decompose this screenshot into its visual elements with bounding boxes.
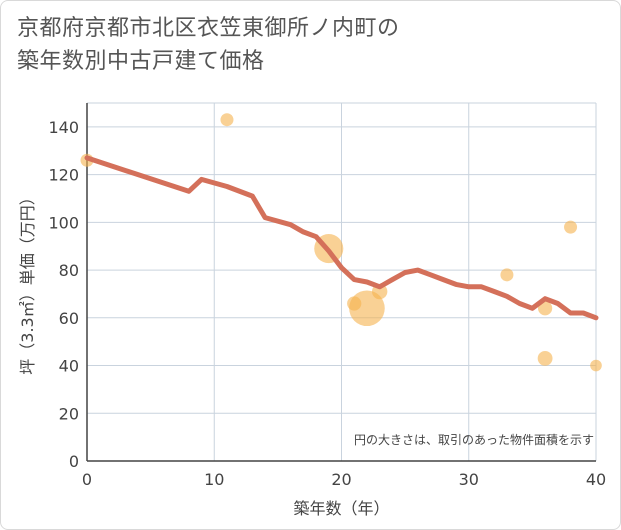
tick-labels: 0 20 40 60 80 100 120 140 0 10 20 30 40 — [48, 118, 606, 489]
x-axis-title: 築年数（年） — [293, 499, 389, 518]
bubble-size-note: 円の大きさは、取引のあった物件面積を示す — [354, 432, 594, 447]
y-tick-label: 20 — [59, 404, 79, 423]
chart-title-line-2: 築年数別中古戸建て価格 — [17, 49, 265, 74]
bubble-point — [564, 220, 578, 234]
bubble-point — [220, 113, 234, 127]
y-axis-title: 坪（3.3㎡）単価（万円） — [18, 189, 37, 374]
y-tick-label: 60 — [59, 309, 79, 328]
y-tick-label: 0 — [69, 452, 79, 471]
chart-title-line-1: 京都府京都市北区衣笠東御所ノ内町の — [17, 16, 400, 41]
grid-lines — [87, 102, 597, 461]
bubble-point — [537, 301, 553, 316]
price-trend-line — [84, 155, 599, 321]
bubble-point — [349, 290, 385, 327]
y-tick-label: 140 — [48, 118, 79, 137]
bubble-point — [590, 359, 602, 372]
y-tick-label: 40 — [59, 357, 79, 376]
x-tick-label: 10 — [204, 470, 224, 489]
x-tick-label: 40 — [586, 470, 606, 489]
x-tick-label: 30 — [459, 470, 479, 489]
y-tick-label: 120 — [48, 166, 79, 185]
y-tick-label: 100 — [48, 213, 79, 232]
bubble-series — [80, 113, 602, 372]
chart-title: 京都府京都市北区衣笠東御所ノ内町の 築年数別中古戸建て価格 — [17, 12, 400, 78]
bubble-point — [537, 350, 553, 366]
y-tick-label: 80 — [59, 261, 79, 280]
x-tick-label: 20 — [331, 470, 351, 489]
bubble-point — [500, 268, 514, 282]
x-tick-label: 0 — [82, 470, 92, 489]
line-series — [84, 155, 599, 321]
